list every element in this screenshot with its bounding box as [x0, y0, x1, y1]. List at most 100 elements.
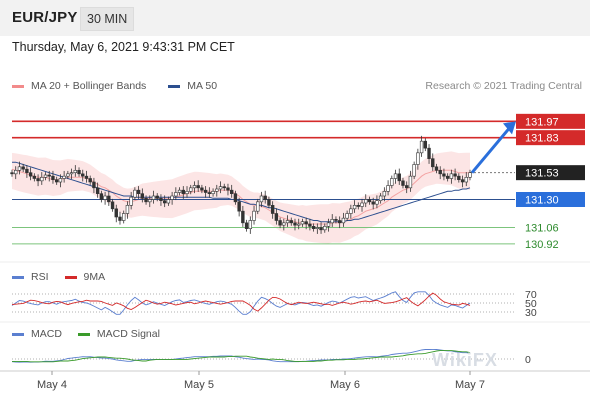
- candle-body: [431, 158, 435, 168]
- candle-body: [84, 175, 89, 179]
- macd-signal-line: [12, 350, 471, 363]
- candle-body: [367, 199, 372, 203]
- candle-body: [177, 189, 182, 193]
- currency-pair-title: EUR/JPY: [12, 9, 78, 26]
- candle-body: [88, 178, 92, 183]
- candle-body: [66, 173, 70, 177]
- macd-legend-swatch: [12, 332, 24, 336]
- macd-signal-legend-label: MACD Signal: [96, 328, 160, 340]
- candle-body: [92, 181, 96, 189]
- level-label-131-83: 131.83: [525, 133, 559, 145]
- candle-body: [334, 219, 338, 221]
- chart-header: EUR/JPY 30 MIN: [0, 0, 590, 36]
- candle-body: [371, 201, 375, 205]
- candle-body: [330, 219, 334, 224]
- candle-body: [408, 175, 413, 189]
- level-label-131-53: 131.53: [525, 168, 559, 180]
- candle-body: [155, 195, 159, 199]
- candle-body: [453, 173, 457, 177]
- candle-body: [189, 187, 193, 192]
- candle-body: [360, 202, 364, 207]
- price-legend: MA 20 + Bollinger Bands MA 50: [12, 80, 217, 92]
- candle-body: [323, 226, 327, 231]
- candle-body: [118, 216, 122, 221]
- candle-body: [62, 175, 66, 179]
- rsi-level-label-30: 30: [525, 307, 537, 319]
- candle-body: [226, 187, 230, 191]
- candle-body: [427, 147, 431, 159]
- candle-body: [308, 223, 312, 227]
- candle-body: [10, 172, 14, 175]
- candle-body: [103, 195, 107, 200]
- candle-body: [25, 168, 29, 173]
- forecast-arrow-shaft: [470, 126, 512, 174]
- candle-body: [356, 205, 360, 207]
- candle-body: [32, 175, 37, 179]
- candle-body: [326, 222, 331, 227]
- candle-body: [460, 179, 465, 183]
- macd-line: [11, 349, 471, 363]
- candle-body: [278, 220, 282, 226]
- candle-body: [51, 175, 55, 180]
- candle-body: [133, 189, 137, 198]
- candle-body: [434, 166, 439, 171]
- candle-body: [404, 185, 409, 189]
- candle-body: [14, 170, 18, 175]
- candle-body: [256, 201, 260, 212]
- candle-body: [457, 175, 461, 180]
- candle-body: [43, 174, 48, 178]
- candle-body: [28, 172, 33, 177]
- candle-body: [282, 222, 286, 226]
- ma50-legend-swatch: [168, 84, 181, 88]
- ma50-line: [12, 161, 471, 223]
- candle-body: [274, 213, 279, 221]
- candle-body: [401, 180, 405, 186]
- candle-body: [345, 213, 349, 219]
- ma20-legend-swatch: [12, 84, 24, 88]
- candle-body: [241, 210, 245, 224]
- candle-body: [416, 152, 420, 165]
- candle-body: [122, 213, 126, 221]
- candle-body: [267, 199, 271, 206]
- candle-body: [412, 164, 416, 177]
- candle-body: [341, 217, 346, 224]
- rsi-ma-line: [11, 292, 471, 312]
- candle-body: [237, 201, 241, 212]
- timestamp: Thursday, May 6, 2021 9:43:31 PM CET: [12, 40, 235, 54]
- timeframe-button[interactable]: 30 MIN: [80, 7, 135, 31]
- candle-body: [378, 195, 383, 201]
- candle-body: [397, 173, 401, 182]
- forecast-arrow-head: [503, 121, 516, 135]
- rsi-legend: RSI 9MA: [12, 271, 105, 283]
- rsi-ma-legend-swatch: [64, 275, 77, 279]
- rsi-legend-label: RSI: [31, 271, 49, 283]
- candle-body: [438, 170, 442, 175]
- candle-body: [423, 140, 428, 149]
- candle-body: [285, 220, 290, 224]
- ma20-legend-label: MA 20 + Bollinger Bands: [31, 80, 147, 92]
- rsi-legend-swatch: [12, 275, 24, 279]
- candle-body: [382, 191, 387, 197]
- watermark: WikiFX: [432, 350, 498, 370]
- candle-body: [445, 175, 450, 179]
- candle-body: [162, 200, 167, 204]
- candle-body: [393, 173, 398, 179]
- level-label-131-97: 131.97: [525, 116, 559, 128]
- candle-body: [136, 189, 141, 194]
- candle-body: [159, 198, 163, 201]
- candle-body: [319, 227, 323, 231]
- x-axis-label-may-4: May 4: [37, 379, 67, 391]
- level-label-131-30: 131.30: [525, 195, 559, 207]
- candle-body: [73, 170, 78, 173]
- candle-body: [144, 198, 148, 203]
- candle-body: [47, 174, 51, 177]
- candle-body: [244, 222, 249, 229]
- ma20-line: [11, 168, 470, 225]
- candle-body: [390, 178, 394, 186]
- candle-body: [40, 177, 44, 182]
- candle-body: [229, 189, 234, 194]
- candle-body: [337, 220, 342, 224]
- candle-body: [129, 196, 133, 206]
- candle-body: [110, 201, 115, 210]
